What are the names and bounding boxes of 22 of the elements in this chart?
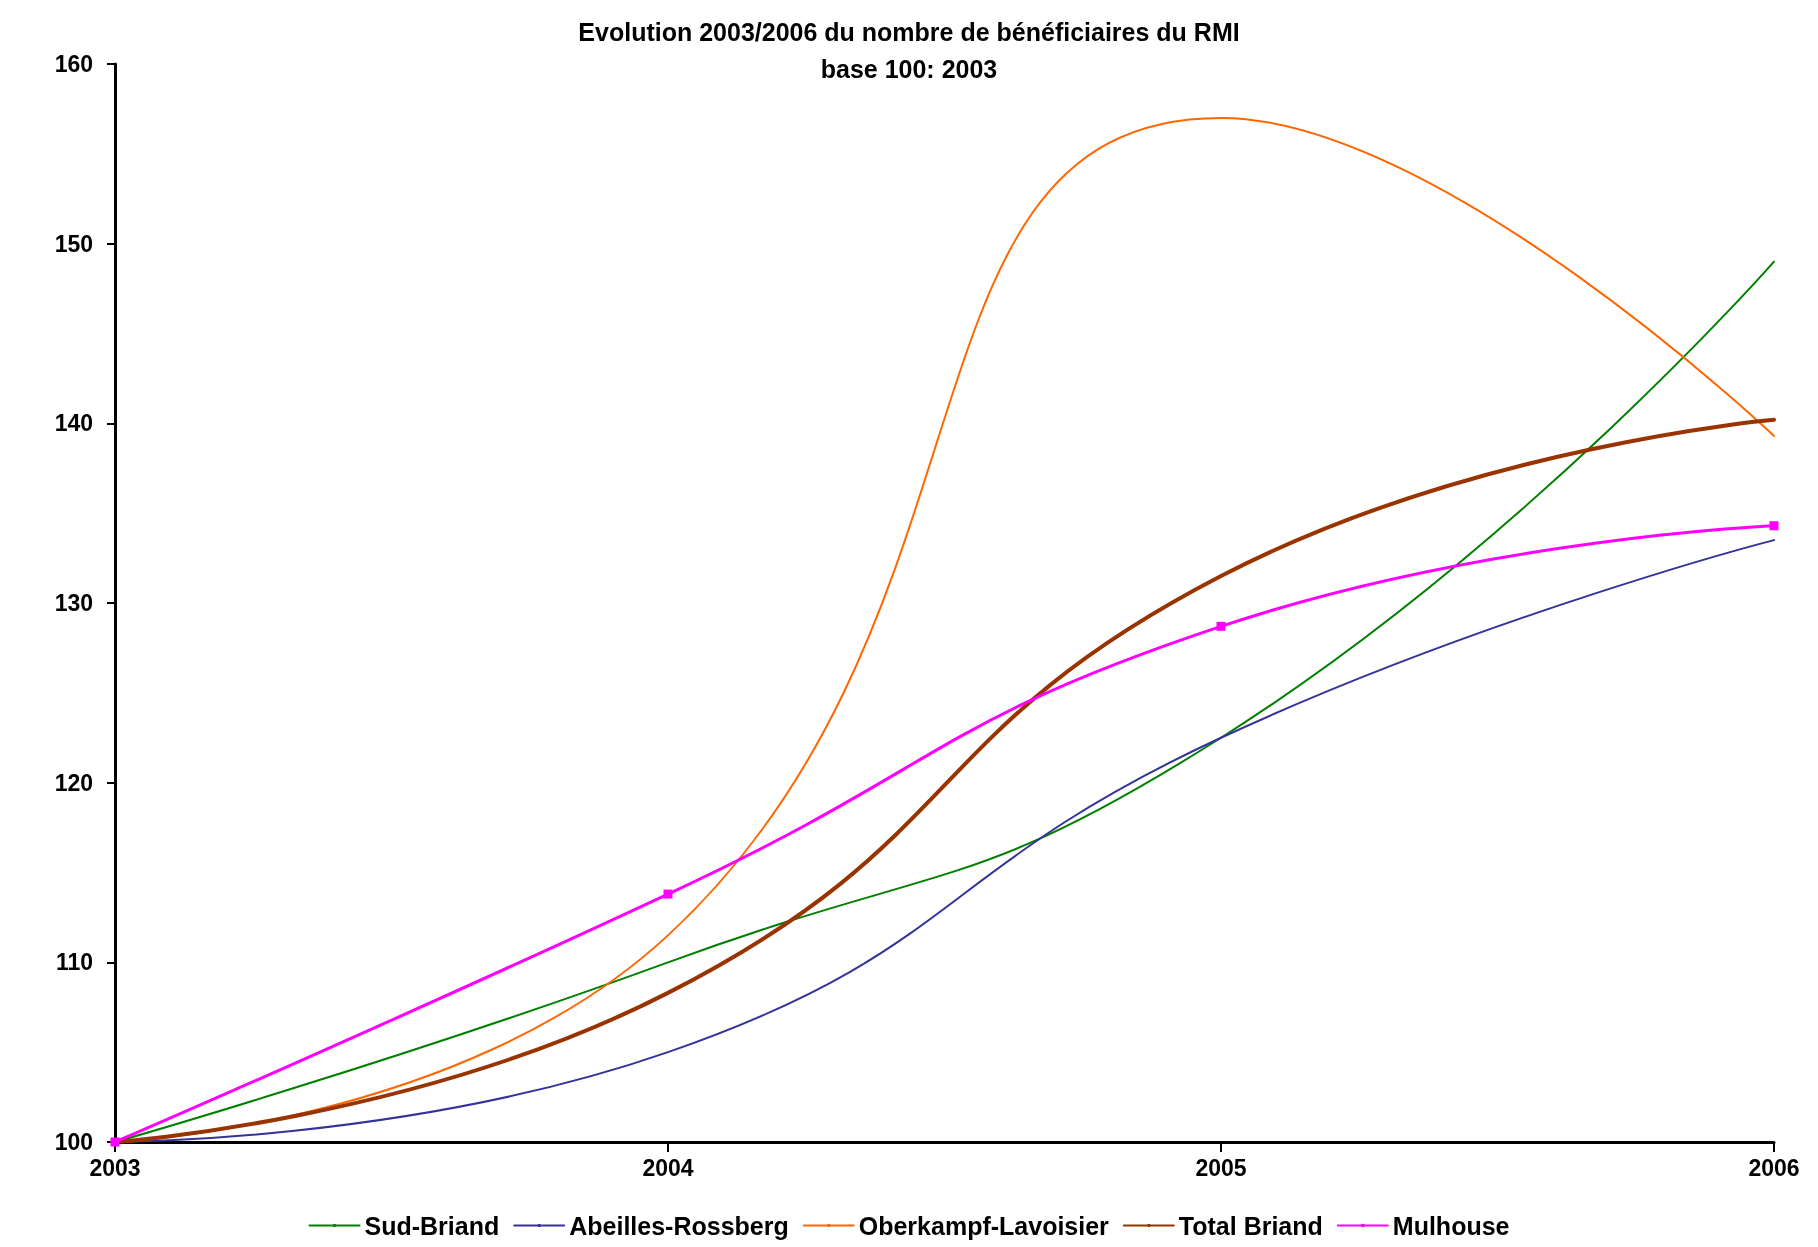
x-tick-label: 2005 <box>1195 1154 1247 1181</box>
legend-label: Mulhouse <box>1392 1211 1510 1240</box>
y-tick-label: 120 <box>54 769 93 796</box>
y-tick-label: 130 <box>54 590 93 616</box>
legend-label: Sud-Briand <box>364 1211 500 1240</box>
y-tick-label: 150 <box>54 230 93 257</box>
y-tick-label: 160 <box>54 51 93 77</box>
x-tick-label: 2006 <box>1748 1154 1800 1181</box>
point <box>1769 521 1779 531</box>
chart-subtitle: base 100: 2003 <box>820 54 998 83</box>
x-tick-label: 2003 <box>89 1154 141 1181</box>
x-tick-label: 2004 <box>642 1154 694 1181</box>
legend-label: Total Briand <box>1178 1211 1323 1240</box>
point <box>110 1137 120 1147</box>
legend-label: Oberkampf-Lavoisier <box>858 1211 1110 1240</box>
y-tick-label: 110 <box>55 949 93 976</box>
legend-label: Abeilles-Rossberg <box>569 1211 789 1240</box>
y-tick-label: 100 <box>54 1129 93 1155</box>
chart-title: Evolution 2003/2006 du nombre de bénéficiaires du RMI <box>578 17 1240 46</box>
y-tick-label: 140 <box>54 410 93 437</box>
point <box>663 889 673 899</box>
point <box>1216 621 1226 631</box>
